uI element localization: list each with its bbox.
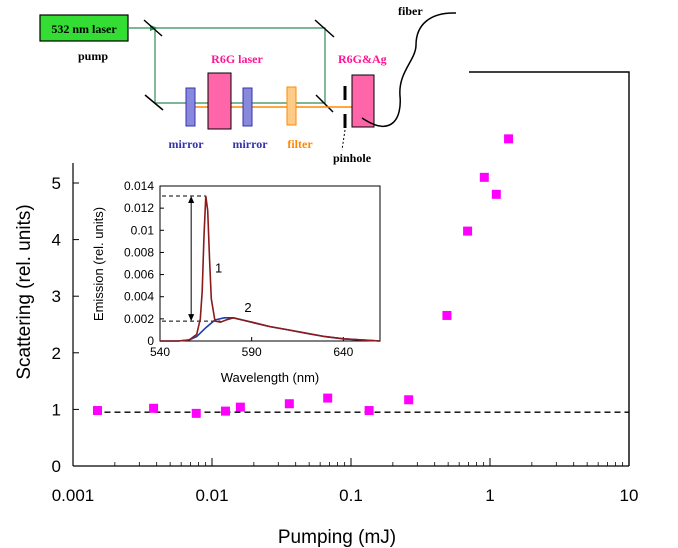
inset-y-tick-label: 0.01 [131, 223, 155, 237]
r6g-laser-label: R6G laser [211, 52, 263, 66]
inset-chart: 0 0.002 0.004 0.006 0.008 0.01 0.012 0.014 540 5… [91, 179, 381, 385]
pinhole-pointer [341, 129, 346, 151]
sample-label: R6G&Ag [338, 52, 387, 66]
curve-label-2: 2 [244, 300, 251, 315]
scattering-data-point [404, 395, 414, 405]
inset-y-tick-label: 0.006 [124, 268, 154, 282]
scattering-data-point [479, 172, 489, 182]
pump-mirror-2 [314, 19, 335, 38]
scattering-data-point [323, 393, 333, 403]
inset-x-tick-label: 590 [242, 345, 262, 359]
main-x-tick-label: 10 [620, 486, 639, 505]
main-y-tick-label: 0 [52, 457, 61, 476]
scattering-data-point [491, 189, 501, 199]
filter-element [286, 86, 297, 126]
scattering-data-point [284, 399, 294, 409]
main-plot-frame [469, 71, 630, 466]
mirror-label-2: mirror [232, 137, 268, 151]
inset-y-tick-label: 0.014 [124, 179, 154, 193]
inset-y-tick-label: 0.012 [124, 201, 154, 215]
optical-setup-diagram: 532 nm laser pump R6G laser mirror mirro… [39, 4, 457, 165]
pump-laser-box [39, 14, 129, 42]
scattering-data-point [191, 408, 201, 418]
emission-curve-1 [160, 195, 381, 342]
scattering-data-point [504, 134, 514, 144]
main-y-tick-label: 3 [52, 287, 61, 306]
main-y-tick-label: 5 [52, 174, 61, 193]
fiber-label: fiber [398, 4, 423, 18]
scattering-data-point [364, 406, 374, 416]
main-x-axis-label: Pumping (mJ) [278, 527, 396, 548]
inset-x-tick-label: 540 [150, 345, 170, 359]
pump-laser-label: 532 nm laser [51, 22, 117, 36]
main-y-tick-label: 4 [52, 231, 61, 250]
pump-mirror-4 [315, 94, 334, 113]
main-y-tick-label: 2 [52, 344, 61, 363]
scattering-data-point [442, 310, 452, 320]
fiber-path [361, 12, 457, 127]
main-x-tick-label: 0.1 [339, 486, 363, 505]
inset-y-tick-label: 0.008 [124, 245, 154, 259]
main-x-tick-label: 1 [485, 486, 494, 505]
scattering-data-point [149, 403, 159, 413]
inset-frame [159, 185, 381, 342]
main-y-tick-label: 1 [52, 400, 61, 419]
inset-y-tick-label: 0.002 [124, 312, 154, 326]
scattering-data-point [235, 402, 245, 412]
mirror-2 [242, 87, 253, 127]
pump-mirror-1 [143, 19, 163, 37]
main-x-tick-label: 0.01 [195, 486, 228, 505]
mirror-label-1: mirror [168, 137, 204, 151]
inset-y-tick-label: 0.004 [124, 290, 154, 304]
gain-arrow-head-up [188, 195, 195, 203]
r6g-laser-cell [207, 72, 232, 130]
sample-cell [351, 74, 375, 128]
main-x-tick-label: 0.001 [52, 486, 95, 505]
pump-label: pump [78, 49, 108, 63]
scattering-data-point [220, 406, 230, 416]
scattering-data-point [463, 226, 473, 236]
main-y-axis-label: Scattering (rel. units) [14, 204, 35, 379]
inset-x-axis-label: Wavelength (nm) [221, 370, 320, 385]
inset-y-axis-label: Emission (rel. units) [91, 207, 106, 321]
inset-x-tick-label: 640 [333, 345, 353, 359]
pump-mirror-3 [144, 94, 164, 111]
pinhole-label: pinhole [333, 151, 372, 165]
filter-label: filter [287, 137, 313, 151]
mirror-1 [185, 87, 196, 127]
curve-label-1: 1 [215, 260, 222, 275]
scattering-data-point [92, 406, 102, 416]
inset-background [160, 186, 380, 341]
inset-y-tick-label: 0 [147, 334, 154, 348]
gain-arrow-head-down [188, 314, 195, 322]
